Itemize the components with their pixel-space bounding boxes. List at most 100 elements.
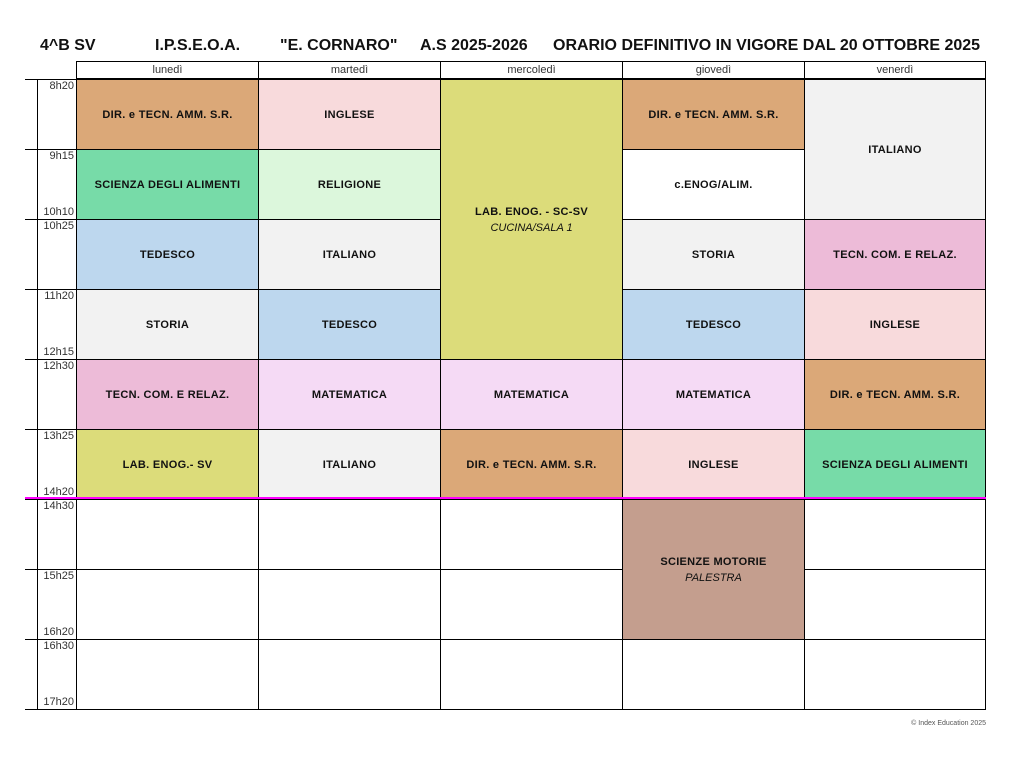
lesson-subject: TECN. COM. E RELAZ. <box>105 388 230 401</box>
time-label: 8h20 <box>49 80 74 92</box>
lesson-block[interactable]: MATEMATICA <box>622 359 805 430</box>
time-divider <box>25 569 76 570</box>
lesson-block[interactable]: c.ENOG/ALIM. <box>622 149 805 220</box>
lesson-block[interactable]: STORIA <box>76 289 259 360</box>
empty-slot[interactable] <box>440 499 623 570</box>
lesson-block[interactable]: INGLESE <box>622 429 805 500</box>
time-divider <box>25 429 76 430</box>
lesson-block[interactable]: ITALIANO <box>258 219 441 290</box>
time-label: 17h20 <box>43 696 74 708</box>
lesson-block[interactable]: TEDESCO <box>76 219 259 290</box>
lesson-block[interactable]: TECN. COM. E RELAZ. <box>76 359 259 430</box>
empty-slot[interactable] <box>76 499 259 570</box>
day-header: martedì <box>258 61 441 79</box>
lesson-subject: SCIENZA DEGLI ALIMENTI <box>822 458 968 471</box>
lesson-block[interactable]: MATEMATICA <box>258 359 441 430</box>
school-year: A.S 2025-2026 <box>420 37 528 54</box>
day-header: lunedì <box>76 61 259 79</box>
time-label: 16h20 <box>43 626 74 638</box>
lesson-block[interactable]: DIR. e TECN. AMM. S.R. <box>622 79 805 150</box>
time-label: 12h15 <box>43 346 74 358</box>
time-label: 15h25 <box>43 570 74 582</box>
empty-slot[interactable] <box>804 499 986 570</box>
lesson-subject: RELIGIONE <box>317 178 382 191</box>
lesson-subject: DIR. e TECN. AMM. S.R. <box>648 108 779 121</box>
lesson-block[interactable]: ITALIANO <box>258 429 441 500</box>
lesson-subject: SCIENZA DEGLI ALIMENTI <box>94 178 241 191</box>
time-label: 10h10 <box>43 206 74 218</box>
lesson-block[interactable]: MATEMATICA <box>440 359 623 430</box>
timetable-notice: ORARIO DEFINITIVO IN VIGORE DAL 20 OTTOB… <box>553 37 981 54</box>
class-name: 4^B SV <box>40 37 96 54</box>
empty-slot[interactable] <box>258 639 441 710</box>
empty-slot[interactable] <box>804 639 986 710</box>
lesson-subject: LAB. ENOG.- SV <box>122 458 213 471</box>
copyright: © Index Education 2025 <box>911 720 986 727</box>
empty-slot[interactable] <box>258 569 441 640</box>
time-divider <box>25 639 76 640</box>
time-divider <box>25 289 76 290</box>
lesson-room: CUCINA/SALA 1 <box>490 221 573 234</box>
time-label: 16h30 <box>43 640 74 652</box>
lesson-subject: DIR. e TECN. AMM. S.R. <box>466 458 597 471</box>
time-label: 11h20 <box>44 290 74 302</box>
time-divider <box>25 709 76 710</box>
lesson-block[interactable]: DIR. e TECN. AMM. S.R. <box>440 429 623 500</box>
time-divider <box>25 79 76 80</box>
time-label: 10h25 <box>43 220 74 232</box>
lesson-block[interactable]: DIR. e TECN. AMM. S.R. <box>804 359 986 430</box>
lesson-subject: SCIENZE MOTORIE <box>660 555 767 568</box>
empty-slot[interactable] <box>804 569 986 640</box>
school-name: "E. CORNARO" <box>280 37 398 54</box>
lesson-subject: TEDESCO <box>685 318 742 331</box>
time-divider <box>25 499 76 500</box>
lesson-subject: DIR. e TECN. AMM. S.R. <box>829 388 961 401</box>
lesson-block[interactable]: INGLESE <box>804 289 986 360</box>
lesson-subject: INGLESE <box>688 458 739 471</box>
lesson-room: PALESTRA <box>685 571 742 584</box>
lesson-block[interactable]: TEDESCO <box>258 289 441 360</box>
lesson-subject: MATEMATICA <box>311 388 388 401</box>
time-label: 12h30 <box>43 360 74 372</box>
time-label: 14h20 <box>43 486 74 498</box>
lesson-block[interactable]: STORIA <box>622 219 805 290</box>
lesson-block[interactable]: SCIENZA DEGLI ALIMENTI <box>76 149 259 220</box>
lesson-subject: STORIA <box>145 318 190 331</box>
lesson-subject: TECN. COM. E RELAZ. <box>833 248 957 261</box>
lesson-block[interactable]: SCIENZA DEGLI ALIMENTI <box>804 429 986 500</box>
empty-slot[interactable] <box>76 569 259 640</box>
empty-slot[interactable] <box>440 569 623 640</box>
lesson-block[interactable]: LAB. ENOG.- SV <box>76 429 259 500</box>
lesson-block[interactable]: ITALIANO <box>804 79 986 220</box>
lesson-subject: MATEMATICA <box>493 388 570 401</box>
empty-slot[interactable] <box>622 639 805 710</box>
school-type: I.P.S.E.O.A. <box>155 37 241 54</box>
lesson-block[interactable]: SCIENZE MOTORIE PALESTRA <box>622 499 805 640</box>
day-header: venerdì <box>804 61 986 79</box>
day-header: giovedì <box>622 61 805 79</box>
lesson-block[interactable]: RELIGIONE <box>258 149 441 220</box>
afternoon-break-line <box>25 497 986 499</box>
time-divider <box>25 149 76 150</box>
lesson-block[interactable]: DIR. e TECN. AMM. S.R. <box>76 79 259 150</box>
lesson-block[interactable]: TEDESCO <box>622 289 805 360</box>
lesson-subject: ITALIANO <box>322 248 377 261</box>
time-divider <box>25 359 76 360</box>
time-label: 14h30 <box>43 500 74 512</box>
lesson-subject: INGLESE <box>869 318 921 331</box>
time-label: 9h15 <box>49 150 74 162</box>
lesson-subject: MATEMATICA <box>675 388 752 401</box>
empty-slot[interactable] <box>76 639 259 710</box>
lesson-subject: ITALIANO <box>868 143 922 156</box>
lesson-subject: c.ENOG/ALIM. <box>674 178 753 191</box>
lesson-block[interactable]: LAB. ENOG. - SC-SV CUCINA/SALA 1 <box>440 79 623 360</box>
lesson-block[interactable]: TECN. COM. E RELAZ. <box>804 219 986 290</box>
lesson-subject: DIR. e TECN. AMM. S.R. <box>102 108 233 121</box>
lesson-subject: TEDESCO <box>139 248 196 261</box>
empty-slot[interactable] <box>440 639 623 710</box>
lesson-block[interactable]: INGLESE <box>258 79 441 150</box>
empty-slot[interactable] <box>258 499 441 570</box>
lesson-subject: STORIA <box>691 248 736 261</box>
lesson-subject: ITALIANO <box>322 458 377 471</box>
time-label: 13h25 <box>43 430 74 442</box>
